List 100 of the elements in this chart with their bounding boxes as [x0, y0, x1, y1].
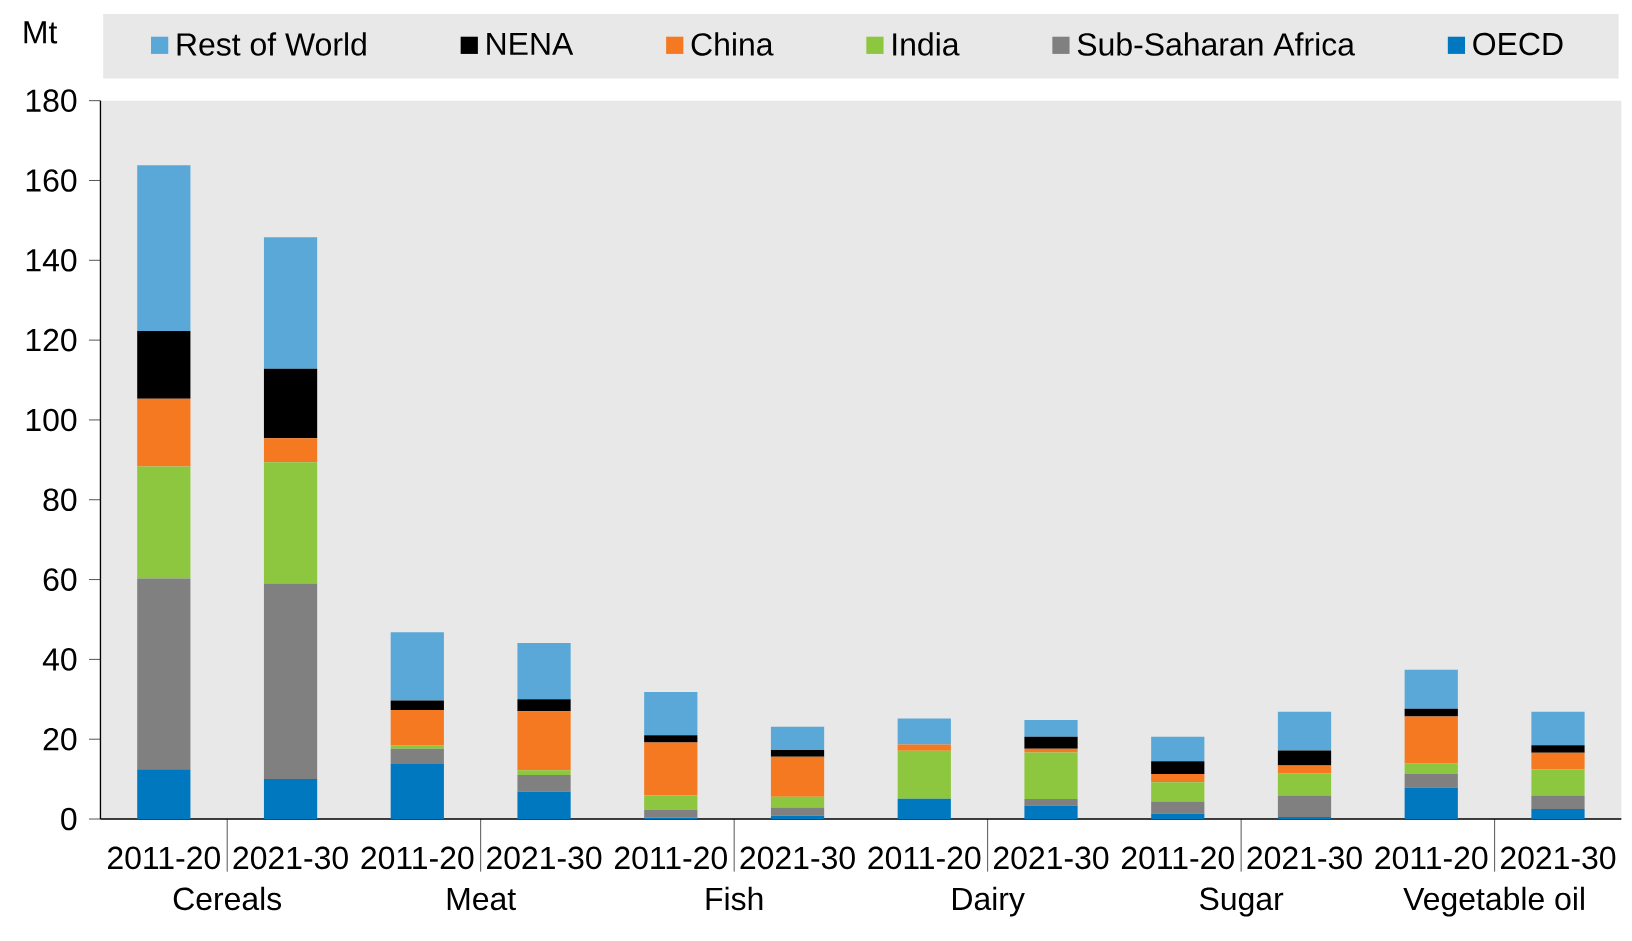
y-tick-label: 180: [26, 89, 77, 112]
y-tick-label: 60: [43, 568, 77, 591]
bar: [644, 809, 698, 818]
bar: [897, 750, 951, 799]
bar: [770, 749, 825, 757]
y-tick-label: 140: [26, 248, 77, 272]
bar: [1277, 816, 1332, 819]
text: Sugar: [1199, 887, 1284, 917]
text: Cereals: [173, 886, 282, 910]
y-tick-label: 0: [61, 807, 77, 831]
bar: [1151, 813, 1205, 819]
bar: [390, 709, 444, 745]
legend-label: Sub-Saharan Africa: [1077, 32, 1355, 56]
bar: [644, 735, 698, 743]
y-tick-label: 120: [26, 328, 77, 352]
bar: [1404, 708, 1458, 717]
bar: [1404, 787, 1458, 819]
x-tick-label: 2011-20: [868, 846, 981, 869]
bar: [1024, 752, 1078, 799]
bar: [263, 583, 318, 779]
bar: [1531, 752, 1585, 770]
bar: [137, 578, 191, 769]
bar: [137, 768, 191, 819]
legend-label: China: [691, 32, 774, 56]
legend-label: Rest of World: [177, 32, 366, 56]
text: Vegetable oil: [1403, 886, 1584, 917]
bar: [263, 438, 318, 463]
bar: [644, 691, 698, 735]
bar: [1024, 736, 1078, 749]
bar: [1277, 750, 1332, 766]
legend-label: India: [893, 32, 960, 56]
bar: [897, 744, 951, 751]
legend-label: NENA: [487, 32, 574, 55]
bar: [137, 466, 191, 579]
bar: [263, 368, 318, 439]
bar: [1531, 795, 1585, 809]
bar: [137, 330, 191, 399]
bar: [644, 742, 698, 796]
bar: [517, 711, 571, 771]
bar: [517, 642, 571, 700]
bar: [1151, 773, 1205, 783]
x-tick-label: 2021-30: [487, 846, 602, 869]
x-tick-label: 2021-30: [1247, 846, 1362, 869]
bar: [1151, 782, 1205, 802]
bar: [390, 744, 444, 749]
x-tick-label: 2021-30: [1500, 846, 1616, 869]
bar: [263, 462, 318, 584]
bar: [770, 807, 825, 816]
bar: [1404, 762, 1458, 774]
x-tick-label: 2021-30: [233, 846, 348, 869]
bar: [770, 796, 825, 808]
bar: [263, 778, 318, 819]
bar: [390, 700, 444, 710]
text: Fish: [706, 886, 763, 910]
y-tick-label: 100: [26, 408, 77, 432]
x-tick-label: 2011-20: [107, 846, 220, 869]
bar: [1151, 736, 1205, 761]
bar: [263, 236, 318, 369]
bar: [517, 699, 571, 712]
bar: [517, 791, 571, 819]
bar: [644, 795, 698, 810]
bar: [770, 726, 825, 750]
bar: [137, 165, 191, 331]
text: Meat: [447, 887, 516, 910]
x-tick-label: 2011-20: [1121, 846, 1234, 869]
bar: [390, 748, 444, 764]
y-tick-label: 80: [43, 488, 77, 511]
text: Dairy: [953, 886, 1025, 917]
x-tick-label: 2021-30: [740, 846, 855, 869]
bar: [1531, 769, 1585, 796]
bar: [1404, 669, 1458, 709]
bar: [390, 632, 444, 701]
bar: [1024, 719, 1078, 737]
legend-label: OECD: [1473, 32, 1563, 56]
bar: [1024, 798, 1078, 806]
bar: [1151, 760, 1205, 774]
bar: [137, 398, 191, 467]
bar: [1277, 795, 1332, 817]
x-tick-label: 2011-20: [614, 846, 727, 869]
bar: [1151, 801, 1205, 814]
x-tick-label: 2011-20: [361, 846, 474, 869]
bar: [1531, 744, 1585, 753]
bar: [770, 815, 825, 819]
bar: [897, 718, 951, 745]
x-tick-label: 2011-20: [1375, 846, 1488, 869]
bar: [1531, 711, 1585, 745]
bar: [770, 756, 825, 797]
bar: [1024, 805, 1078, 819]
bar: [390, 763, 444, 819]
y-tick-label: 40: [42, 647, 77, 671]
y-axis-title: Mt: [24, 21, 58, 44]
bar: [1277, 772, 1332, 796]
bar: [1277, 765, 1332, 773]
y-tick-label: 160: [26, 168, 77, 192]
bar: [1531, 808, 1585, 819]
bar: [517, 770, 571, 775]
bar: [517, 774, 571, 792]
bar: [1404, 716, 1458, 763]
bar: [1277, 711, 1332, 751]
x-tick-label: 2021-30: [993, 846, 1109, 869]
